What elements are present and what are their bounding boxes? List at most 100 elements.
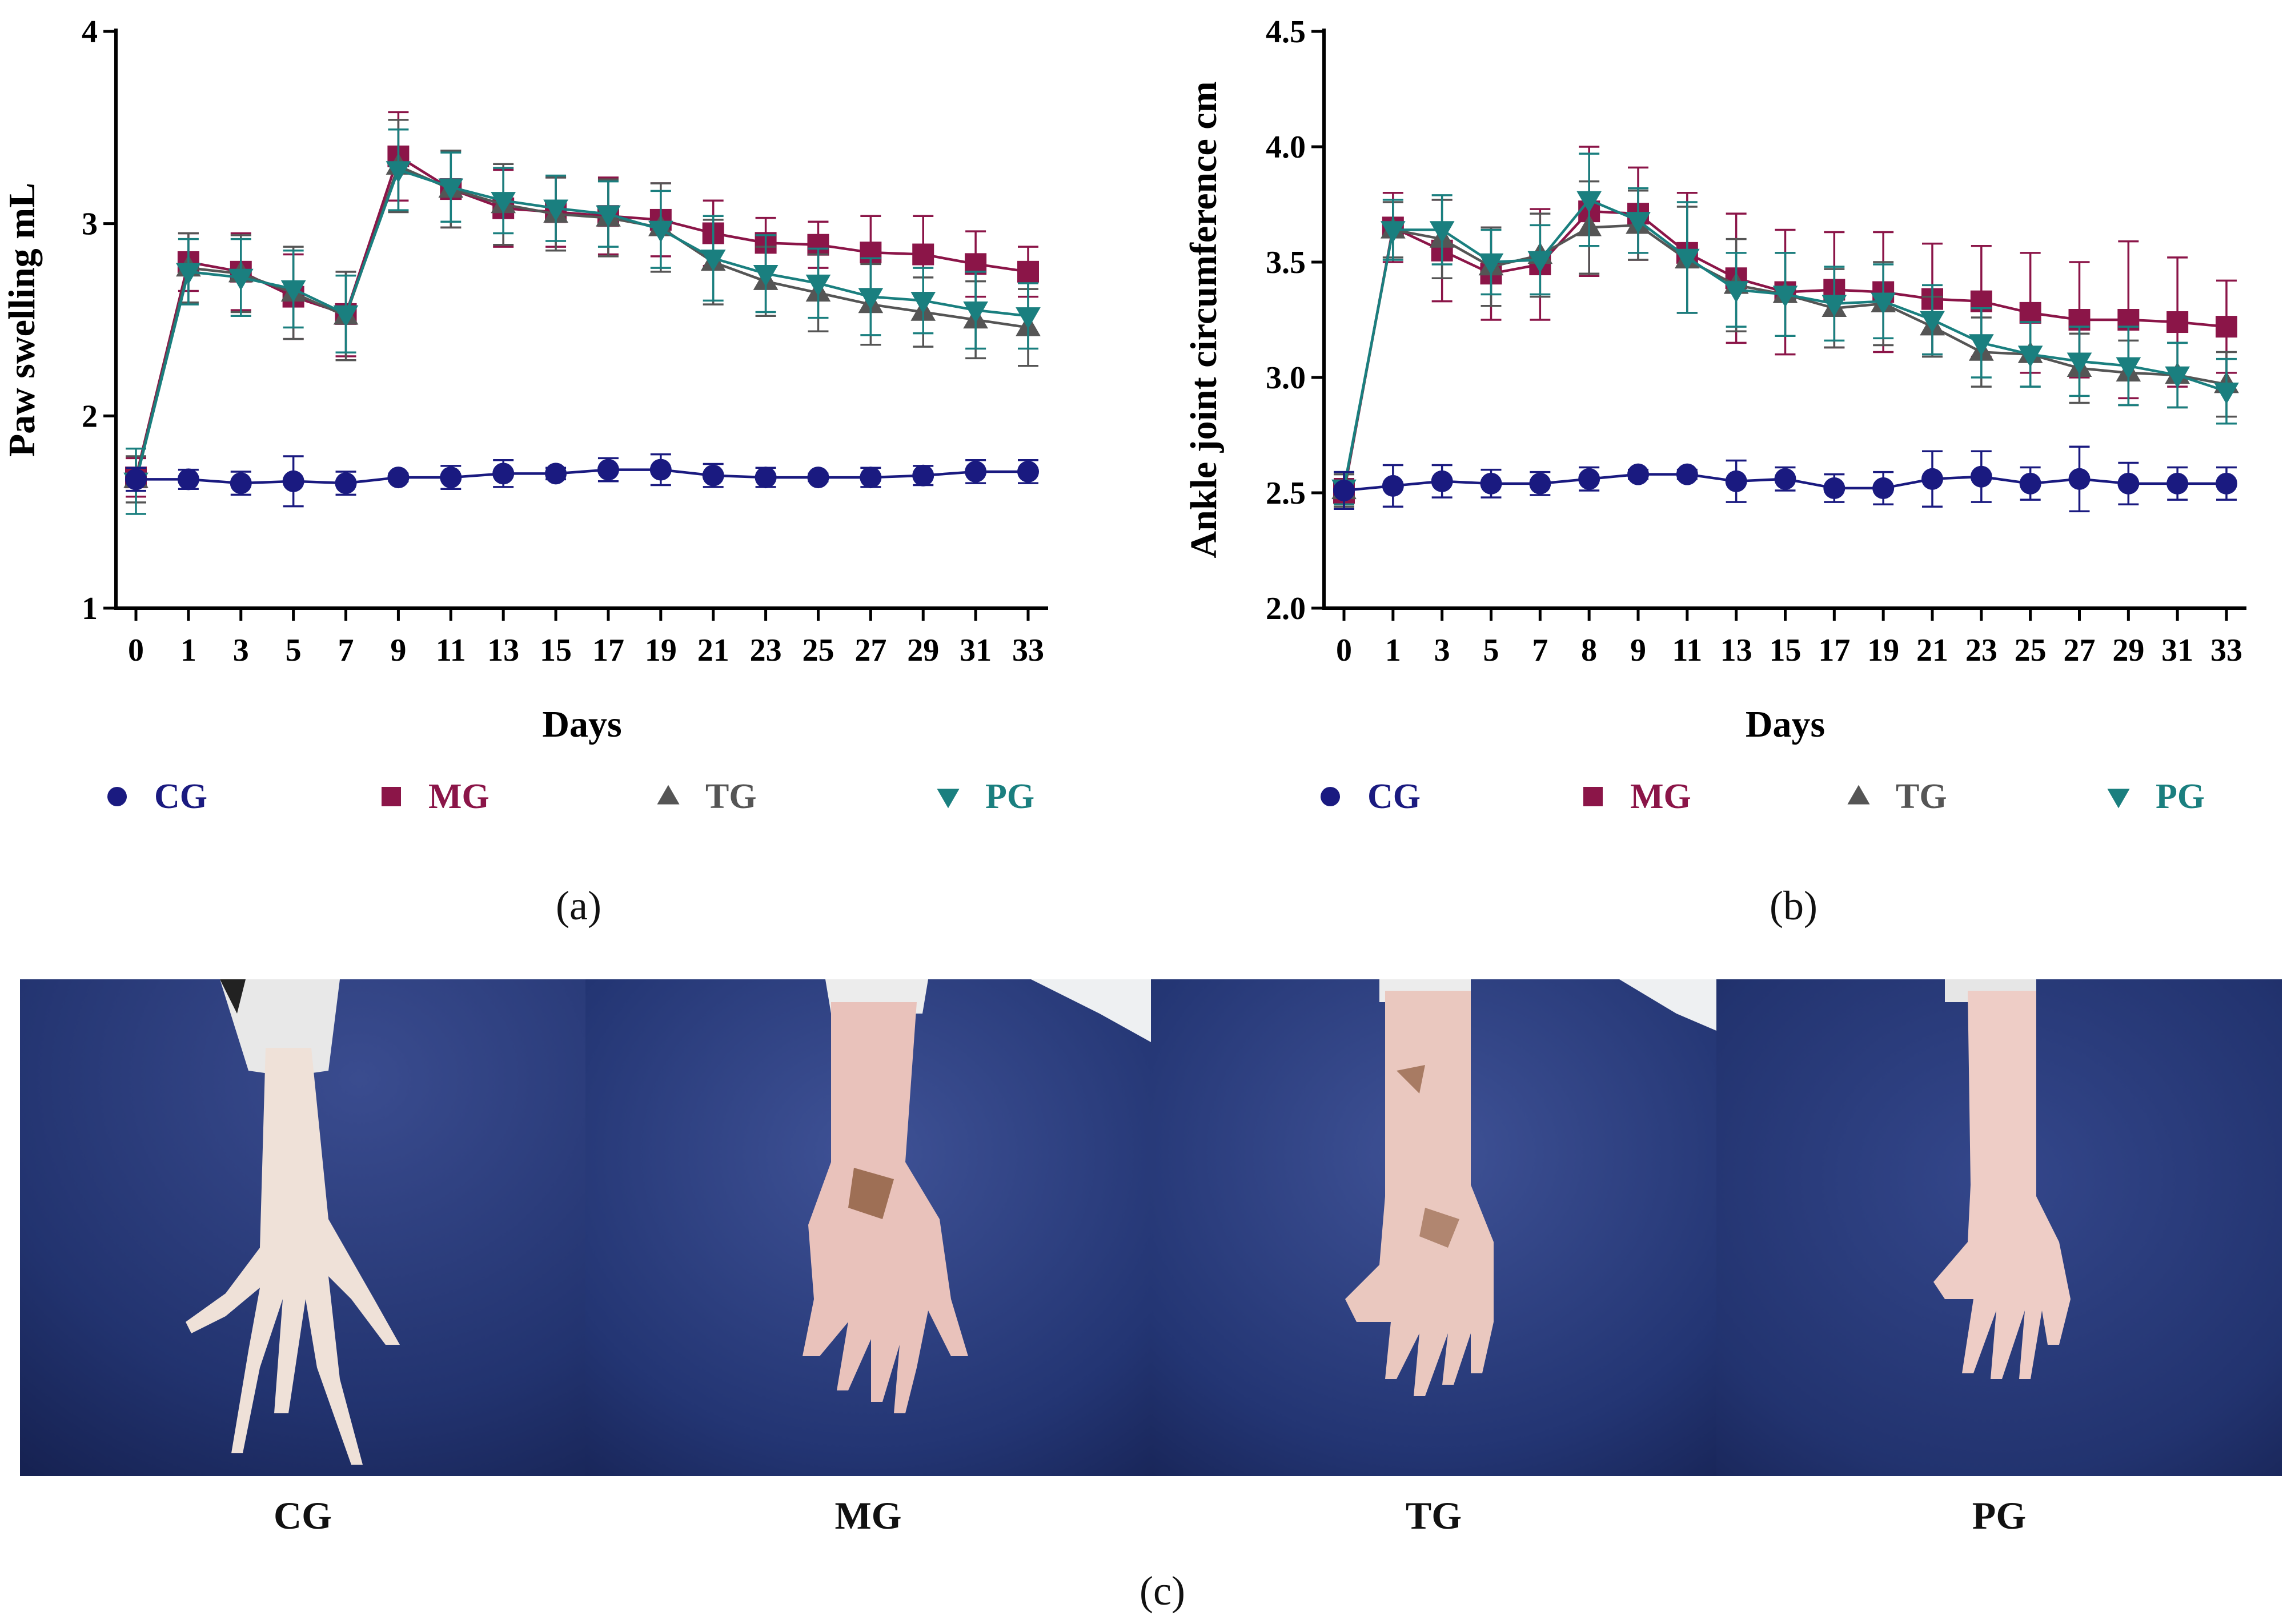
data-point [1968, 334, 1994, 356]
data-point [1527, 251, 1553, 273]
data-point [1970, 465, 1992, 488]
x-tick-label: 0 [1336, 633, 1352, 668]
x-tick-label: 27 [2064, 633, 2096, 668]
data-point [1872, 477, 1895, 499]
x-axis-label: Days [542, 704, 621, 745]
data-point [2017, 345, 2043, 368]
series-mg [125, 111, 1039, 498]
y-tick-label: 2.5 [1266, 476, 1306, 511]
y-axis-label: Paw swelling mL [1, 183, 43, 457]
y-axis-label: Ankle joint circumference cm [1183, 81, 1225, 558]
data-point [2216, 472, 2237, 495]
y-tick-label: 4.5 [1266, 14, 1306, 50]
y-tick-label: 4.0 [1266, 130, 1306, 165]
legend-marker-tg [1847, 785, 1870, 805]
y-tick-label: 2 [82, 399, 98, 434]
data-point [648, 220, 673, 243]
photo-label-tg: TG [1405, 1494, 1462, 1537]
series-line [134, 154, 1029, 478]
x-tick-label: 19 [1867, 633, 1899, 668]
photo-label-mg: MG [834, 1494, 902, 1537]
data-point [1674, 248, 1700, 271]
data-point [1871, 292, 1896, 315]
legend-label-tg: TG [705, 777, 757, 816]
x-tick-label: 31 [960, 633, 992, 668]
data-point [125, 468, 147, 491]
data-point [1723, 281, 1749, 303]
data-point [2019, 302, 2041, 324]
data-point [1429, 221, 1455, 243]
data-point [1380, 221, 1406, 243]
data-point [963, 301, 988, 323]
y-tick-label: 3.5 [1266, 245, 1306, 280]
x-tick-label: 7 [338, 633, 354, 668]
series-line [134, 168, 1029, 482]
data-point [280, 280, 306, 302]
x-tick-label: 1 [180, 633, 196, 668]
data-point [755, 467, 777, 489]
series-line [136, 468, 1028, 485]
x-tick-label: 31 [2161, 633, 2193, 668]
data-point [438, 178, 464, 200]
x-tick-label: 17 [592, 633, 624, 668]
y-tick-label: 4 [82, 14, 98, 50]
series-line [134, 164, 1029, 480]
data-point [858, 288, 884, 310]
x-tick-label: 7 [1532, 633, 1548, 668]
y-tick-label: 2.0 [1266, 591, 1306, 626]
x-tick-label: 29 [2112, 633, 2144, 668]
x-axis-label: Days [1746, 704, 1825, 745]
data-point [2166, 311, 2189, 333]
data-point [440, 467, 462, 489]
x-tick-label: 33 [2210, 633, 2242, 668]
legend-label-cg: CG [1367, 777, 1421, 816]
x-tick-label: 9 [1630, 633, 1646, 668]
data-point [1480, 472, 1502, 495]
data-point [1382, 475, 1404, 497]
y-tick-label: 3.0 [1266, 360, 1306, 396]
photo-cg [20, 979, 585, 1476]
x-tick-label: 33 [1012, 633, 1044, 668]
data-point [335, 472, 357, 495]
data-point [230, 472, 252, 495]
data-point [2166, 472, 2189, 495]
x-tick-label: 13 [487, 633, 519, 668]
data-point [2117, 472, 2140, 495]
data-point [1920, 311, 1945, 333]
series-cg [125, 453, 1039, 508]
series-pg [123, 128, 1041, 515]
data-point [177, 468, 199, 491]
data-point [333, 305, 359, 327]
data-point [1774, 468, 1796, 490]
photo-pg [1716, 979, 2282, 1476]
x-tick-label: 21 [697, 633, 729, 668]
data-point [1333, 479, 1355, 501]
data-point [1725, 470, 1747, 492]
x-tick-label: 5 [1483, 633, 1499, 668]
data-point [805, 274, 831, 296]
legend-marker-cg [1321, 787, 1340, 806]
x-tick-label: 21 [1916, 633, 1948, 668]
data-point [2165, 366, 2190, 388]
data-point [2019, 472, 2041, 495]
data-point [807, 467, 829, 489]
chart-ankle-circumference: 2.02.53.03.54.04.50 1 3 5 7 8 9 11 13 15 17 19 21 23 2… [1183, 14, 2246, 816]
x-tick-label: 29 [907, 633, 939, 668]
x-tick-label: 1 [1385, 633, 1401, 668]
y-tick-label: 1 [82, 591, 98, 626]
x-tick-label: 19 [645, 633, 677, 668]
data-point [1017, 260, 1039, 283]
data-point [228, 268, 254, 291]
data-point [387, 467, 410, 489]
x-tick-label: 9 [390, 633, 406, 668]
x-tick-label: 25 [2015, 633, 2047, 668]
legend-label-cg: CG [154, 777, 207, 816]
data-point [545, 463, 567, 485]
x-tick-label: 15 [540, 633, 572, 668]
data-point [1431, 470, 1453, 492]
legend-marker-pg [937, 789, 960, 809]
data-point [1016, 307, 1041, 329]
x-tick-label: 5 [286, 633, 302, 668]
x-tick-label: 17 [1818, 633, 1850, 668]
